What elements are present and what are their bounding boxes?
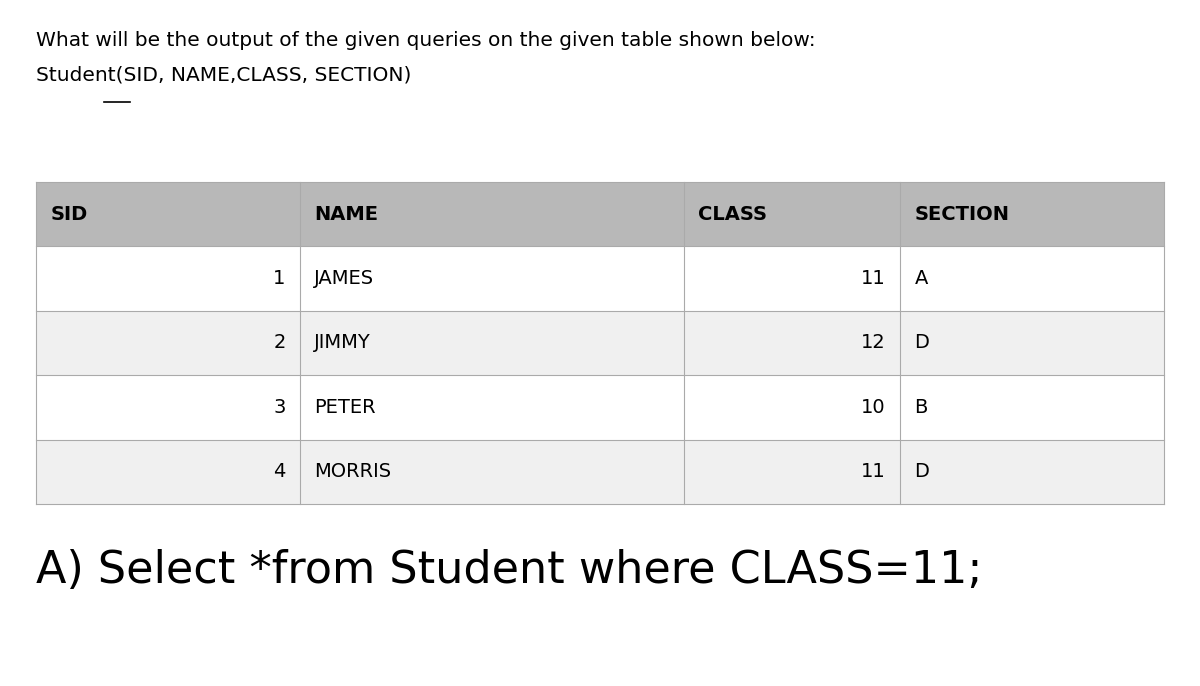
FancyBboxPatch shape bbox=[36, 246, 1164, 311]
Text: What will be the output of the given queries on the given table shown below:: What will be the output of the given que… bbox=[36, 31, 816, 50]
Text: 1: 1 bbox=[274, 269, 286, 288]
Text: B: B bbox=[914, 398, 928, 417]
FancyBboxPatch shape bbox=[36, 182, 1164, 246]
Text: A: A bbox=[914, 269, 928, 288]
Text: D: D bbox=[914, 462, 929, 482]
Text: 2: 2 bbox=[274, 333, 286, 353]
Text: NAME: NAME bbox=[314, 204, 378, 224]
Text: 11: 11 bbox=[860, 269, 886, 288]
FancyBboxPatch shape bbox=[36, 440, 1164, 504]
Text: 4: 4 bbox=[274, 462, 286, 482]
Text: 11: 11 bbox=[860, 462, 886, 482]
Text: CLASS: CLASS bbox=[698, 204, 768, 224]
Text: PETER: PETER bbox=[314, 398, 376, 417]
Text: 10: 10 bbox=[860, 398, 886, 417]
Text: MORRIS: MORRIS bbox=[314, 462, 391, 482]
Text: Student(SID, NAME,CLASS, SECTION): Student(SID, NAME,CLASS, SECTION) bbox=[36, 65, 412, 84]
Text: D: D bbox=[914, 333, 929, 353]
FancyBboxPatch shape bbox=[36, 311, 1164, 375]
FancyBboxPatch shape bbox=[36, 375, 1164, 440]
Text: JAMES: JAMES bbox=[314, 269, 374, 288]
Text: SECTION: SECTION bbox=[914, 204, 1009, 224]
Text: A) Select *from Student where CLASS=11;: A) Select *from Student where CLASS=11; bbox=[36, 549, 983, 592]
Text: 12: 12 bbox=[860, 333, 886, 353]
Text: JIMMY: JIMMY bbox=[314, 333, 371, 353]
Text: SID: SID bbox=[50, 204, 88, 224]
Text: 3: 3 bbox=[274, 398, 286, 417]
